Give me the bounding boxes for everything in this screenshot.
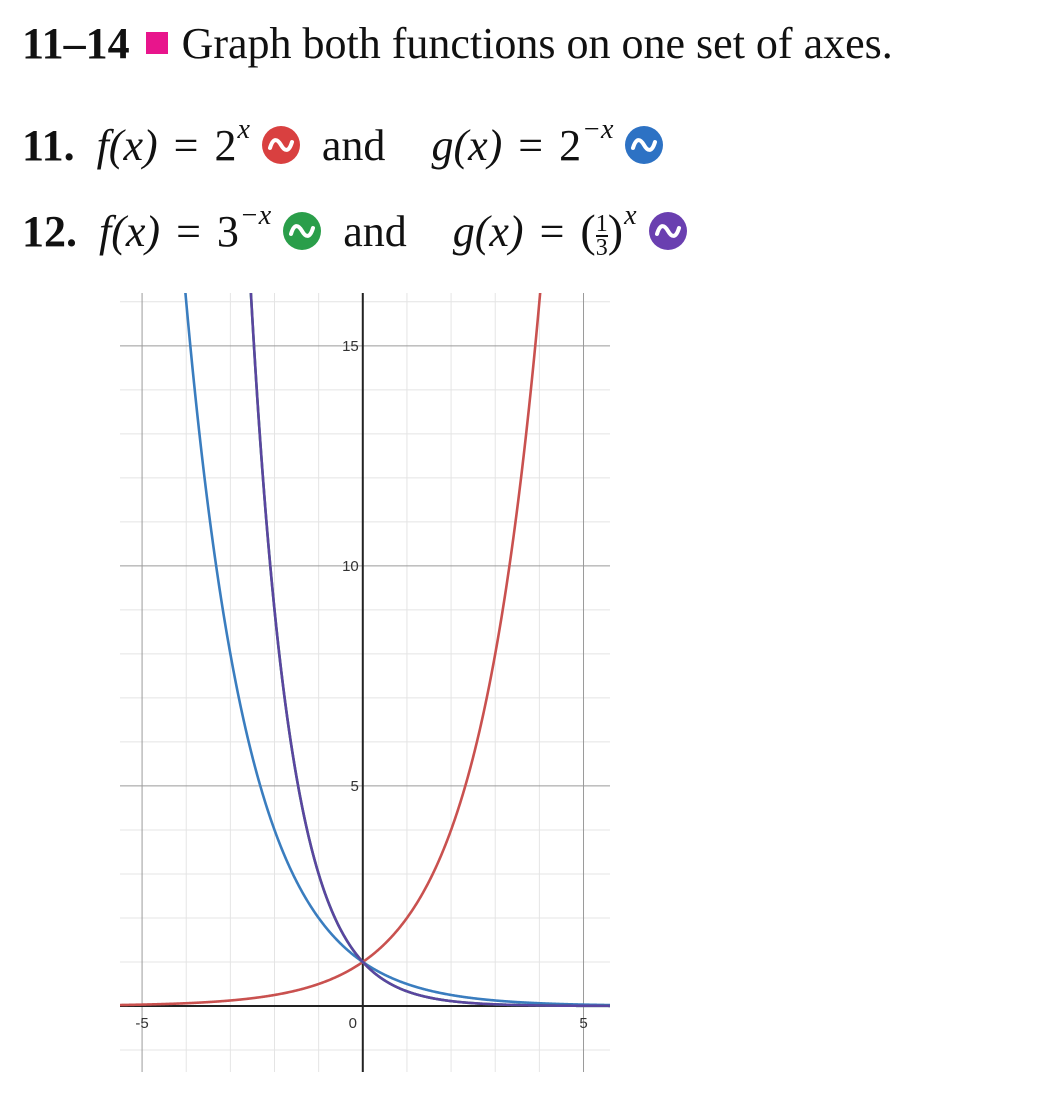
graph-wave-icon[interactable]: [261, 126, 300, 164]
problem-11: 11. f(x) = 2x and g(x) = 2−x: [22, 100, 664, 176]
grid-major: [120, 293, 610, 1072]
exercise-range: 11–14: [22, 19, 130, 68]
g-exponent: x: [624, 200, 637, 231]
x-tick-label: -5: [135, 1015, 148, 1032]
exercise-instruction: Graph both functions on one set of axes.: [181, 19, 893, 68]
curves: [120, 293, 610, 1008]
f-exponent: −x: [239, 200, 272, 231]
x-tick-label: 5: [579, 1015, 587, 1032]
f-exponent: x: [237, 114, 250, 145]
graph-wave-icon[interactable]: [625, 126, 664, 164]
tick-labels: -5 0 5 5 10 15: [135, 338, 587, 1032]
fraction-numerator: 1: [595, 210, 608, 237]
y-tick-label: 10: [342, 558, 359, 575]
curve--1-3-x: [249, 293, 610, 1008]
y-tick-label: 5: [350, 778, 358, 795]
g-name: g(x): [431, 121, 503, 170]
f-name: f(x): [99, 207, 161, 256]
g-base: 2: [559, 121, 582, 170]
and-word: and: [321, 121, 386, 170]
axes: [120, 293, 610, 1072]
g-exponent: −x: [582, 114, 614, 145]
exercise-heading: 11–14 Graph both functions on one set of …: [22, 14, 893, 74]
fraction-denominator: 3: [595, 234, 608, 261]
graph-wave-icon[interactable]: [283, 212, 322, 250]
f-name: f(x): [96, 121, 158, 170]
f-base: 2: [214, 121, 237, 170]
problem-number: 11.: [22, 121, 75, 170]
graph-wave-icon[interactable]: [648, 212, 687, 250]
y-tick-label: 15: [342, 338, 359, 355]
pink-square-icon: [145, 32, 168, 54]
problem-number: 12.: [22, 207, 77, 256]
f-base: 3: [216, 207, 239, 256]
g-name: g(x): [452, 207, 524, 256]
grid-minor: [120, 293, 610, 1072]
curve-2-x: [120, 293, 542, 1007]
and-word: and: [343, 207, 407, 256]
problem-12: 12. f(x) = 3−x and g(x) =(1 3)x: [22, 186, 687, 262]
x-tick-label: 0: [349, 1015, 357, 1032]
